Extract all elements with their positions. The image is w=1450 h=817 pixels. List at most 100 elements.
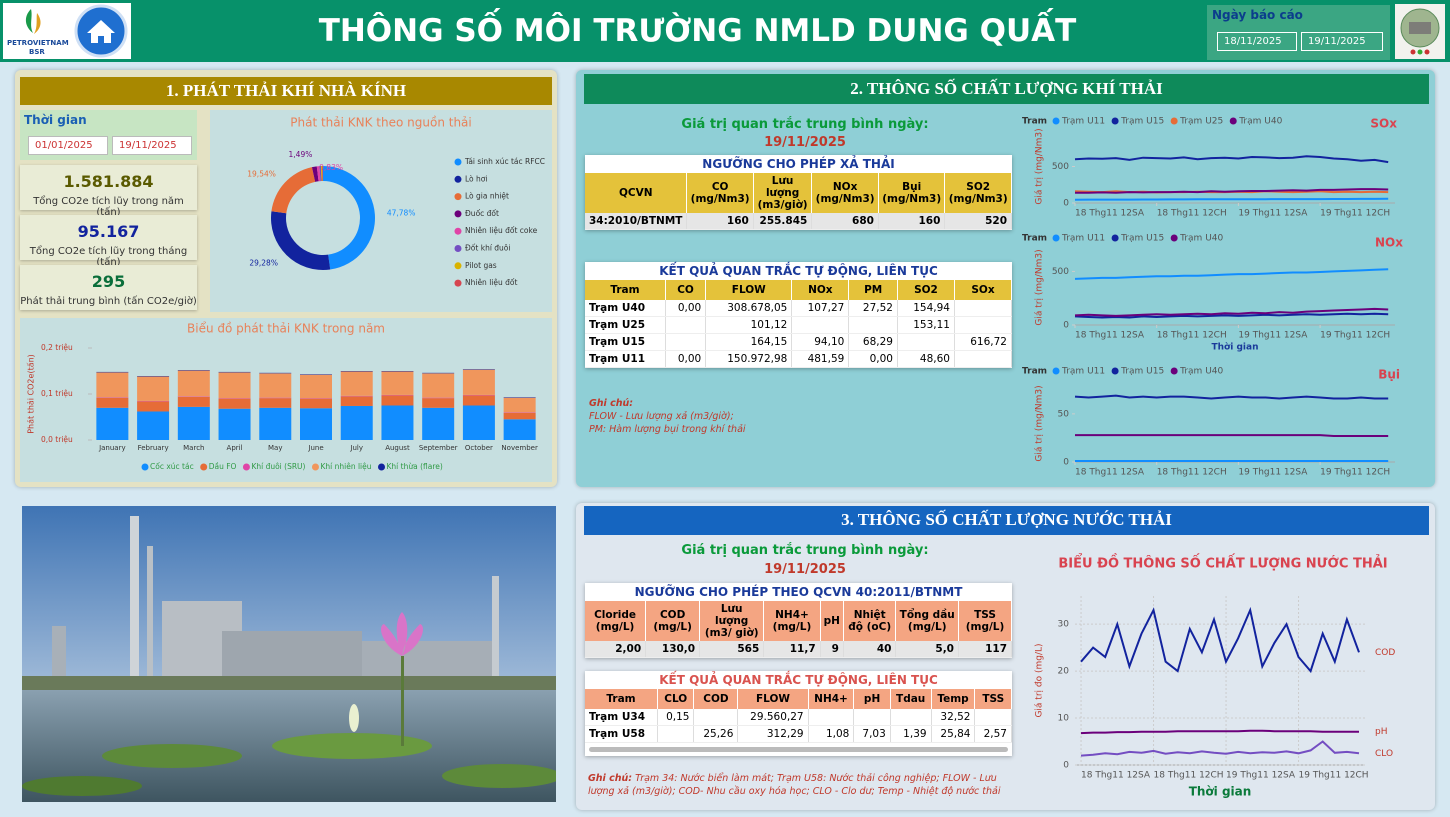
bar-card bbox=[20, 318, 552, 482]
cell: 0,00 bbox=[665, 300, 707, 317]
avg-label: Giá trị quan trắc trung bình ngày: bbox=[681, 117, 929, 132]
kpi-value: 295 bbox=[91, 272, 126, 291]
header-cell: CO bbox=[665, 280, 707, 300]
header-row: QCVN CO (mg/Nm3) Lưu lượng (m3/giờ) NOx (mg… bbox=[585, 173, 1012, 213]
header-cell: Tram bbox=[585, 280, 666, 300]
note-title: Ghi chú: bbox=[589, 398, 634, 409]
header-cell: COD bbox=[693, 689, 739, 709]
chimney bbox=[492, 576, 499, 686]
cell: 2,00 bbox=[585, 641, 647, 658]
cell: 40 bbox=[843, 641, 897, 658]
water-monitor: KẾT QUẢ QUAN TRẮC TỰ ĐỘNG, LIÊN TỤC Tram C… bbox=[585, 671, 1012, 756]
table-title: NGƯỠNG CHO PHÉP THEO QCVN 40:2011/BTNMT bbox=[634, 585, 963, 599]
logo-leaf bbox=[34, 13, 41, 34]
water-title: 3. THÔNG SỐ CHẤT LƯỢNG NƯỚC THẢI bbox=[584, 506, 1429, 535]
cell: 164,15 bbox=[705, 333, 793, 351]
header-cell: pH bbox=[820, 601, 844, 641]
cell: 27,52 bbox=[848, 300, 898, 317]
header-cell: PM bbox=[848, 280, 898, 300]
cell: 1,08 bbox=[808, 725, 855, 743]
header-cell: Cloride (mg/L) bbox=[585, 601, 647, 641]
header-row: Cloride (mg/L) COD (mg/L) Lưu lượng (m3/ g… bbox=[585, 601, 1012, 641]
date-to[interactable]: 19/11/2025 bbox=[1301, 32, 1383, 51]
cell: 312,29 bbox=[737, 725, 809, 743]
note: FLOW - Lưu lượng xả (m3/giờ); bbox=[589, 411, 734, 422]
stem bbox=[401, 656, 404, 746]
kpi-card: 295 Phát thải trung bình (tấn CO2e/giờ) bbox=[20, 265, 197, 310]
cell bbox=[791, 316, 850, 334]
header-cell: CLO bbox=[657, 689, 695, 709]
time-filter: Thời gian 01/01/2025 19/11/2025 bbox=[20, 110, 197, 160]
table: Cloride (mg/L) COD (mg/L) Lưu lượng (m3/ g… bbox=[585, 601, 1012, 658]
header-row: Tram CO FLOW NOx PM SO2 SOx bbox=[585, 280, 1013, 300]
table-title: KẾT QUẢ QUAN TRẮC TỰ ĐỘNG, LIÊN TỤC bbox=[659, 673, 938, 687]
row: Trạm U58 25,26 312,29 1,08 7,03 1,39 25,84 2,57 bbox=[585, 725, 1012, 743]
cell: 160 bbox=[878, 213, 946, 230]
cell: 34:2010/BTNMT bbox=[585, 213, 688, 230]
cell: 308.678,05 bbox=[705, 300, 793, 317]
note: PM: Hàm lượng bụi trong khí thải bbox=[589, 424, 746, 435]
cell: 0,00 bbox=[665, 350, 707, 368]
emblem-dot bbox=[1424, 49, 1430, 55]
logo-text: PETROVIETNAM bbox=[7, 39, 69, 47]
cell: 7,03 bbox=[853, 725, 891, 743]
header-cell: SOx bbox=[954, 280, 1013, 300]
header-cell: Temp bbox=[931, 689, 976, 709]
cell: 11,7 bbox=[763, 641, 821, 658]
cell bbox=[848, 316, 898, 334]
cell bbox=[665, 316, 707, 334]
emblem-art bbox=[1400, 8, 1440, 55]
refinery-photo bbox=[22, 506, 556, 802]
cell: 153,11 bbox=[897, 316, 955, 334]
cell: 130,0 bbox=[645, 641, 701, 658]
date-from[interactable]: 18/11/2025 bbox=[1217, 32, 1297, 51]
row: Trạm U25 101,12 153,11 bbox=[585, 316, 1013, 334]
air-limits: NGƯỠNG CHO PHÉP XẢ THẢI QCVN CO (mg/Nm3) Lư… bbox=[585, 155, 1012, 230]
cell: 68,29 bbox=[848, 333, 898, 351]
cell: Trạm U25 bbox=[585, 316, 666, 334]
cell: 107,27 bbox=[791, 300, 850, 317]
water-note: Ghi chú: Trạm 34: Nước biển làm mát; Trạ… bbox=[588, 772, 1018, 798]
avg-date: 19/11/2025 bbox=[764, 562, 846, 577]
row: 34:2010/BTNMT 160 255.845 680 160 520 bbox=[585, 213, 1012, 230]
emblem-plant bbox=[1409, 22, 1431, 34]
ghg-title: 1. PHÁT THẢI KHÍ NHÀ KÍNH bbox=[20, 77, 552, 105]
cell bbox=[808, 709, 855, 726]
cell: 680 bbox=[811, 213, 879, 230]
date-to[interactable]: 19/11/2025 bbox=[112, 136, 192, 155]
photo-art bbox=[22, 506, 556, 802]
cell bbox=[665, 333, 707, 351]
date-from[interactable]: 01/01/2025 bbox=[28, 136, 108, 155]
cell: 565 bbox=[699, 641, 765, 658]
header-cell: Tdau bbox=[890, 689, 932, 709]
kpi-card: 1.581.884 Tổng CO2e tích lũy trong năm (t… bbox=[20, 165, 197, 218]
cell: 150.972,98 bbox=[705, 350, 793, 368]
header-cell: NOx bbox=[791, 280, 850, 300]
header-cell: TSS bbox=[974, 689, 1012, 709]
header-cell: COD (mg/L) bbox=[645, 601, 701, 641]
header-cell: Tổng dầu (mg/L) bbox=[895, 601, 959, 641]
air-title: 2. THÔNG SỐ CHẤT LƯỢNG KHÍ THẢI bbox=[584, 74, 1429, 104]
row: Trạm U34 0,15 29.560,27 32,52 bbox=[585, 709, 1012, 726]
cell bbox=[853, 709, 891, 726]
avg-date: 19/11/2025 bbox=[764, 135, 846, 150]
logo: PETROVIETNAM BSR bbox=[7, 4, 128, 58]
cell: 255.845 bbox=[753, 213, 813, 230]
lily-pad bbox=[22, 776, 142, 796]
header-cell: Nhiệt độ (oC) bbox=[843, 601, 897, 641]
emblem-dot bbox=[1417, 49, 1423, 55]
water-limits: NGƯỠNG CHO PHÉP THEO QCVN 40:2011/BTNMT C… bbox=[585, 583, 1012, 658]
table: QCVN CO (mg/Nm3) Lưu lượng (m3/giờ) NOx (mg… bbox=[585, 173, 1012, 230]
kpi-value: 95.167 bbox=[77, 222, 140, 241]
cell bbox=[657, 725, 695, 743]
shore bbox=[22, 676, 556, 690]
cell: 1,39 bbox=[890, 725, 932, 743]
emblem bbox=[1395, 4, 1445, 59]
logo-sub: BSR bbox=[29, 48, 45, 56]
header-cell: SO2 bbox=[897, 280, 955, 300]
cell: 29.560,27 bbox=[737, 709, 809, 726]
cell: 9 bbox=[820, 641, 844, 658]
air-monitor: KẾT QUẢ QUAN TRẮC TỰ ĐỘNG, LIÊN TỤC Tram C… bbox=[585, 262, 1013, 368]
home-icon bbox=[87, 20, 115, 43]
donut-card bbox=[210, 110, 552, 312]
